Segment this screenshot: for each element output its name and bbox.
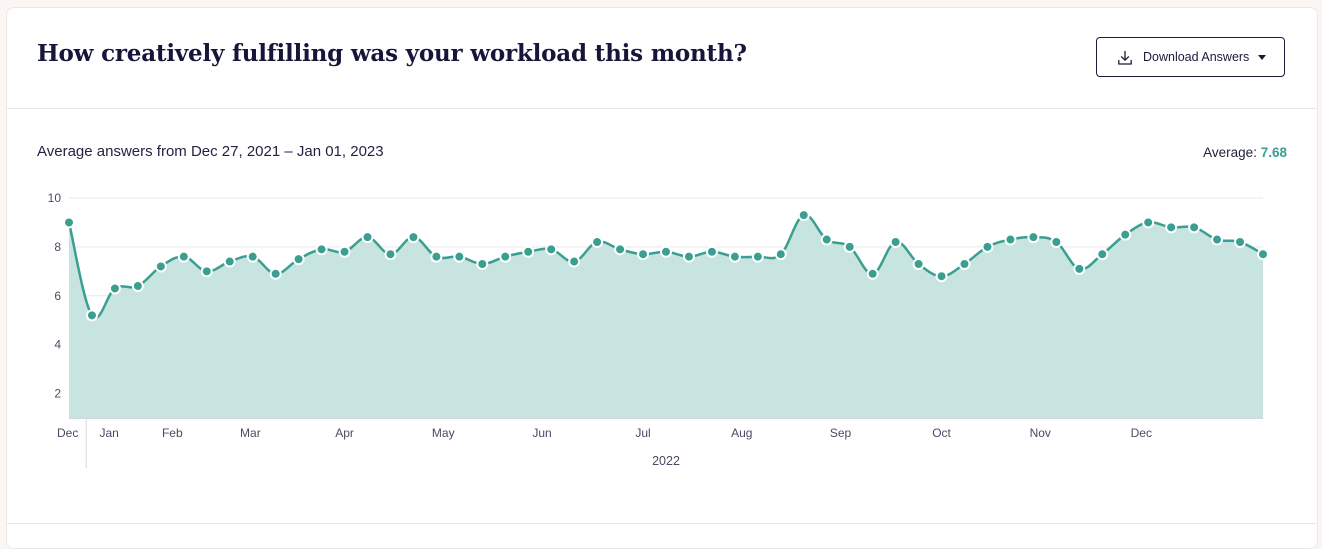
data-point[interactable] [292, 253, 305, 266]
data-point[interactable] [1142, 216, 1155, 229]
x-tick-label: Apr [335, 426, 354, 440]
data-point[interactable] [1096, 248, 1109, 261]
series-area [69, 214, 1263, 418]
data-point[interactable] [1027, 231, 1040, 244]
y-axis-ticks: 10 8 6 4 2 [48, 191, 62, 401]
data-point[interactable] [637, 248, 650, 261]
data-point[interactable] [568, 255, 581, 268]
data-point[interactable] [430, 250, 443, 263]
x-tick-label: Jan [100, 426, 119, 440]
data-point[interactable] [453, 250, 466, 263]
data-point[interactable] [820, 233, 833, 246]
average-value: 7.68 [1260, 145, 1287, 160]
data-point[interactable] [591, 236, 604, 248]
data-point[interactable] [315, 243, 328, 256]
download-answers-button[interactable]: Download Answers [1096, 37, 1285, 77]
data-point[interactable] [889, 236, 902, 248]
caret-down-icon [1258, 55, 1266, 60]
data-point[interactable] [407, 231, 420, 244]
date-range-subtitle: Average answers from Dec 27, 2021 – Jan … [37, 143, 384, 160]
card-header: How creatively fulfilling was your workl… [7, 8, 1317, 109]
card-divider [7, 523, 1317, 524]
data-point[interactable] [361, 231, 374, 244]
x-tick-label: Sep [830, 426, 852, 440]
data-point[interactable] [774, 248, 787, 261]
data-point[interactable] [614, 243, 627, 256]
download-answers-label: Download Answers [1143, 50, 1250, 64]
data-point[interactable] [912, 258, 925, 270]
data-point[interactable] [682, 250, 695, 263]
x-axis-year-label: 2022 [652, 454, 680, 468]
data-point[interactable] [499, 250, 512, 263]
x-tick-label: Nov [1030, 426, 1051, 440]
data-point[interactable] [1004, 233, 1017, 246]
data-point[interactable] [200, 265, 213, 278]
data-point[interactable] [1188, 221, 1201, 234]
y-tick-label: 4 [54, 338, 61, 352]
data-point[interactable] [1257, 248, 1269, 261]
x-tick-label: Jun [532, 426, 551, 440]
data-point[interactable] [384, 248, 397, 261]
data-point[interactable] [63, 216, 75, 229]
data-point[interactable] [981, 240, 994, 253]
x-tick-label: Dec [1131, 426, 1152, 440]
data-point[interactable] [843, 240, 856, 253]
download-icon [1118, 50, 1132, 65]
data-point[interactable] [797, 209, 810, 222]
data-point[interactable] [935, 270, 948, 283]
x-tick-label: Jul [635, 426, 650, 440]
y-tick-label: 8 [54, 240, 61, 254]
data-point[interactable] [1211, 233, 1224, 246]
x-tick-label: May [432, 426, 455, 440]
data-point[interactable] [338, 245, 351, 258]
data-point[interactable] [1050, 236, 1063, 248]
data-point[interactable] [866, 267, 879, 280]
data-point[interactable] [545, 243, 558, 256]
data-point[interactable] [751, 250, 764, 263]
data-point[interactable] [108, 282, 121, 295]
data-point[interactable] [660, 245, 672, 258]
data-point[interactable] [154, 260, 167, 273]
data-point[interactable] [85, 309, 98, 322]
data-point[interactable] [269, 267, 282, 280]
x-tick-label: Aug [731, 426, 752, 440]
data-point[interactable] [728, 250, 741, 263]
line-area-chart: 10 8 6 4 2 Dec Jan Feb Mar Apr May Jun Jul Aug Sep Oct… [48, 191, 1269, 468]
data-point[interactable] [131, 280, 144, 292]
area-fill-layer [67, 213, 1264, 418]
data-point[interactable] [177, 250, 190, 263]
data-point[interactable] [1073, 262, 1086, 275]
question-title: How creatively fulfilling was your workl… [37, 40, 747, 67]
y-tick-label: 10 [48, 191, 62, 205]
data-point[interactable] [476, 258, 489, 270]
average-label: Average: [1203, 145, 1257, 160]
data-points [63, 209, 1269, 322]
x-axis-ticks: Dec Jan Feb Mar Apr May Jun Jul Aug Sep Oct Nov Dec [57, 426, 1152, 440]
x-tick-label: Oct [932, 426, 951, 440]
x-tick-label: Mar [240, 426, 261, 440]
data-point[interactable] [246, 250, 259, 263]
data-point[interactable] [1165, 221, 1178, 234]
x-tick-label: Feb [162, 426, 183, 440]
data-point[interactable] [1119, 228, 1132, 241]
y-tick-label: 6 [54, 289, 61, 303]
data-point[interactable] [705, 245, 718, 258]
data-point[interactable] [1234, 236, 1247, 248]
data-point[interactable] [522, 245, 535, 258]
data-point[interactable] [958, 258, 971, 270]
y-tick-label: 2 [54, 387, 61, 401]
x-tick-label: Dec [57, 426, 78, 440]
average-summary: Average: 7.68 [1203, 145, 1287, 160]
data-point[interactable] [223, 255, 236, 268]
question-card: How creatively fulfilling was your workl… [6, 7, 1318, 549]
x-axis [69, 418, 1263, 468]
